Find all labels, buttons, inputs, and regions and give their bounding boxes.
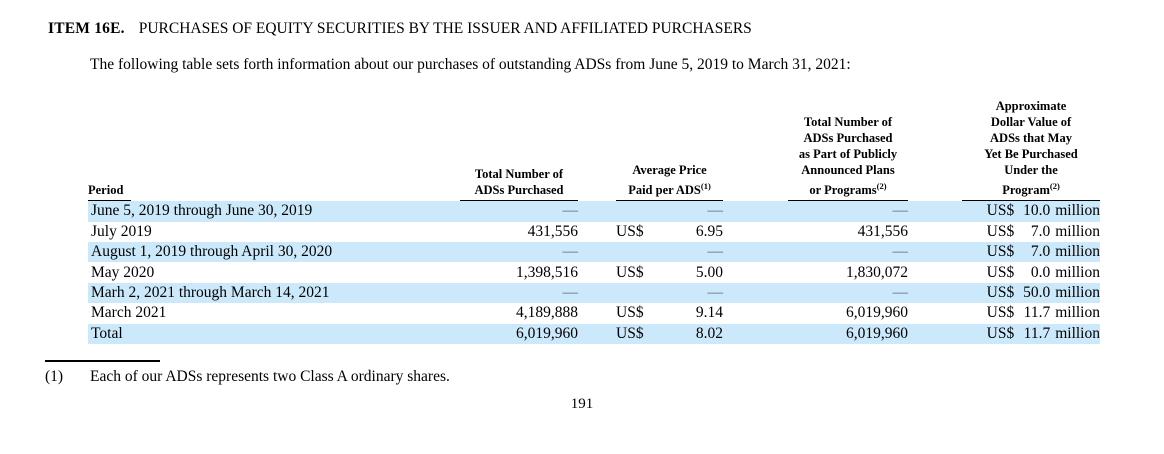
item-title-text: PURCHASES OF EQUITY SECURITIES BY THE IS… [138, 20, 752, 37]
period-cell: March 2021 [91, 304, 167, 322]
price-value: — [707, 283, 724, 301]
avg-price-cell: — [578, 243, 724, 261]
footnote-ref-1: (1) [700, 181, 711, 191]
plans-purchased-cell: 6,019,960 [846, 304, 908, 322]
table-row: Marh 2, 2021 through March 14, 2021 — — … [88, 282, 1100, 304]
footnote-marker: (1) [45, 368, 64, 385]
total-purchased-cell: — [562, 283, 579, 301]
table-row: August 1, 2019 through April 30, 2020 — … [88, 241, 1100, 263]
price-value: 6.95 [695, 222, 723, 240]
total-purchased-cell: 1,398,516 [516, 263, 578, 281]
total-purchased-cell: 431,556 [527, 222, 578, 240]
table-row: June 5, 2019 through June 30, 2019 — — —… [88, 201, 1100, 222]
header-total-purchased: Total Number of ADSs Purchased [458, 166, 578, 202]
total-purchased-cell: — [562, 243, 579, 261]
unit-label: million [1055, 304, 1100, 322]
avg-price-cell: — [578, 283, 724, 302]
period-cell: July 2019 [91, 222, 152, 240]
price-value: 8.02 [695, 324, 723, 342]
approx-value-cell: US$ 7.0 million [908, 223, 1100, 241]
amount-value: 50.0 [1023, 283, 1051, 301]
amount-value: 11.7 [1023, 304, 1051, 322]
currency-label: US$ [616, 263, 644, 281]
approx-value-cell: US$ 10.0 million [908, 202, 1100, 220]
period-cell: Marh 2, 2021 through March 14, 2021 [91, 283, 330, 301]
table-row: July 2019 431,556 US$ 6.95 431,556 US$ 7.0… [88, 222, 1100, 242]
price-value: — [707, 202, 724, 220]
approx-value-cell: US$ 50.0 million [908, 284, 1100, 302]
price-value: 9.14 [695, 304, 723, 322]
currency-label: US$ [986, 202, 1015, 220]
header-approx-value: Approximate Dollar Value of ADSs that Ma… [908, 98, 1100, 202]
currency-label: US$ [986, 283, 1015, 301]
table-row-total: Total 6,019,960 US$ 8.02 6,019,960 US$ 11.… [88, 323, 1100, 344]
purchases-table: Period Total Number of ADSs Purchased Av… [88, 98, 1100, 344]
approx-value-cell: US$ 11.7 million [908, 325, 1100, 343]
approx-value-cell: US$ 0.0 million [908, 264, 1100, 282]
footnote-ref-2: (2) [1049, 181, 1060, 191]
total-purchased-cell: 6,019,960 [516, 324, 578, 342]
approx-value-cell: US$ 11.7 million [908, 304, 1100, 322]
approx-value-cell: US$ 7.0 million [908, 243, 1100, 261]
intro-paragraph: The following table sets forth informati… [90, 56, 851, 73]
currency-label: US$ [616, 222, 644, 240]
avg-price-cell: US$ 8.02 [578, 325, 723, 343]
avg-price-cell: US$ 9.14 [578, 304, 723, 322]
currency-label: US$ [986, 304, 1015, 322]
currency-label: US$ [986, 243, 1015, 261]
avg-price-cell: US$ 6.95 [578, 223, 723, 241]
avg-price-cell: US$ 5.00 [578, 264, 723, 282]
currency-label: US$ [616, 324, 644, 342]
table-row: May 2020 1,398,516 US$ 5.00 1,830,072 US$… [88, 262, 1100, 282]
header-average-price: Average Price Paid per ADS(1) [578, 162, 723, 202]
plans-purchased-cell: 431,556 [857, 222, 908, 240]
plans-purchased-cell: — [892, 202, 909, 220]
price-value: 5.00 [695, 263, 723, 281]
currency-label: US$ [616, 304, 644, 322]
footnote: (1) Each of our ADSs represents two Clas… [45, 368, 450, 386]
amount-value: 10.0 [1023, 202, 1051, 220]
currency-label: US$ [986, 263, 1015, 281]
currency-label: US$ [986, 222, 1015, 240]
page-number: 191 [570, 396, 594, 412]
footnote-ref-2: (2) [876, 181, 887, 191]
total-purchased-cell: 4,189,888 [516, 304, 578, 322]
item-number-label: ITEM 16E. [48, 20, 125, 37]
unit-label: million [1055, 263, 1100, 281]
unit-label: million [1055, 222, 1100, 240]
unit-label: million [1055, 324, 1100, 342]
footnote-text: Each of our ADSs represents two Class A … [90, 368, 450, 385]
table-row: March 2021 4,189,888 US$ 9.14 6,019,960 U… [88, 303, 1100, 323]
plans-purchased-cell: — [892, 243, 909, 261]
amount-value: 7.0 [1030, 222, 1051, 240]
plans-purchased-cell: 6,019,960 [846, 324, 908, 342]
footnote-divider [45, 360, 160, 362]
period-cell: Total [91, 324, 123, 342]
table-header-row: Period Total Number of ADSs Purchased Av… [88, 98, 1100, 202]
header-plans-purchased: Total Number of ADSs Purchased as Part o… [723, 114, 908, 202]
price-value: — [707, 243, 724, 261]
currency-label: US$ [986, 324, 1015, 342]
header-period: Period [88, 181, 458, 202]
unit-label: million [1055, 283, 1100, 301]
page-title: ITEM 16E. PURCHASES OF EQUITY SECURITIES … [48, 20, 752, 38]
unit-label: million [1055, 202, 1100, 220]
plans-purchased-cell: — [892, 283, 909, 301]
amount-value: 0.0 [1030, 263, 1051, 281]
total-purchased-cell: — [562, 202, 579, 220]
period-cell: August 1, 2019 through April 30, 2020 [91, 243, 333, 261]
plans-purchased-cell: 1,830,072 [846, 263, 908, 281]
period-cell: May 2020 [91, 263, 155, 281]
amount-value: 7.0 [1030, 243, 1051, 261]
period-cell: June 5, 2019 through June 30, 2019 [91, 202, 313, 220]
amount-value: 11.7 [1023, 324, 1051, 342]
avg-price-cell: — [578, 202, 724, 220]
unit-label: million [1055, 243, 1100, 261]
